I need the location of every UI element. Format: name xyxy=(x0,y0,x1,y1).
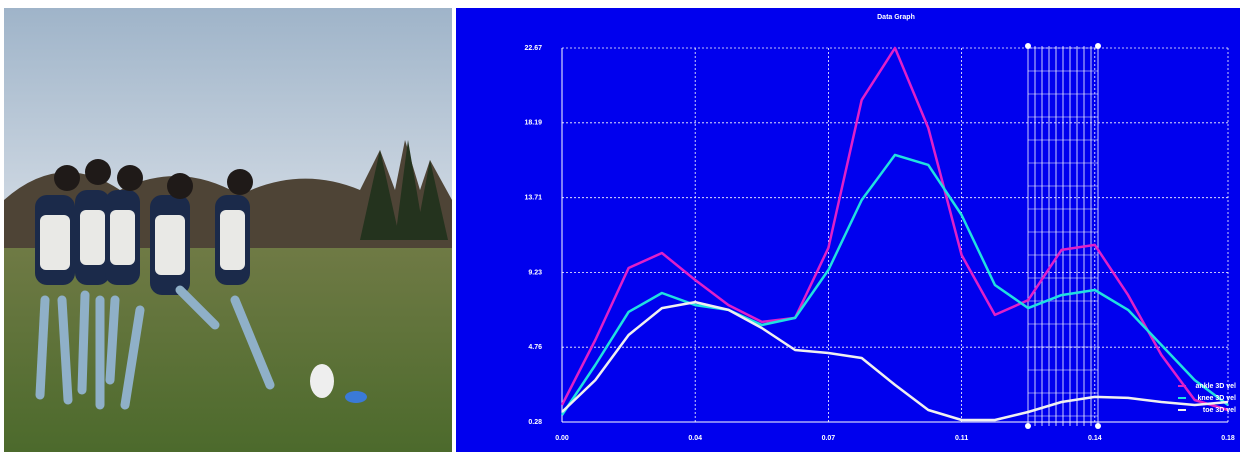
selection-handle xyxy=(1095,423,1101,429)
x-tick-label: 0.07 xyxy=(822,435,836,442)
x-tick-label: 0.04 xyxy=(688,435,702,442)
x-tick-label: 0.14 xyxy=(1088,435,1102,442)
y-tick-label: 22.67 xyxy=(524,45,542,52)
y-tick-label: 9.23 xyxy=(528,269,542,276)
y-tick-label: 0.28 xyxy=(528,419,542,426)
y-tick-label: 18.19 xyxy=(524,120,542,127)
page: Data Graph 0.28 4.76 9.23 13.71 18.19 22.67 0.… xyxy=(0,0,1247,452)
y-tick-label: 4.76 xyxy=(528,344,542,351)
x-tick-label: 0.11 xyxy=(955,435,968,442)
legend-label: toe 3D vel xyxy=(1203,407,1236,414)
y-tick-label: 13.71 xyxy=(524,195,542,202)
legend-label: ankle 3D vel xyxy=(1196,383,1237,390)
selection-handle xyxy=(1025,423,1031,429)
chart-title: Data Graph xyxy=(877,14,915,21)
x-tick-label: 0.00 xyxy=(555,435,569,442)
x-tick-label: 0.18 xyxy=(1221,435,1235,442)
screen: Data Graph 0.28 4.76 9.23 13.71 18.19 22.67 0.… xyxy=(0,0,1247,452)
legend-label: knee 3D vel xyxy=(1197,395,1236,402)
photo xyxy=(4,8,452,452)
